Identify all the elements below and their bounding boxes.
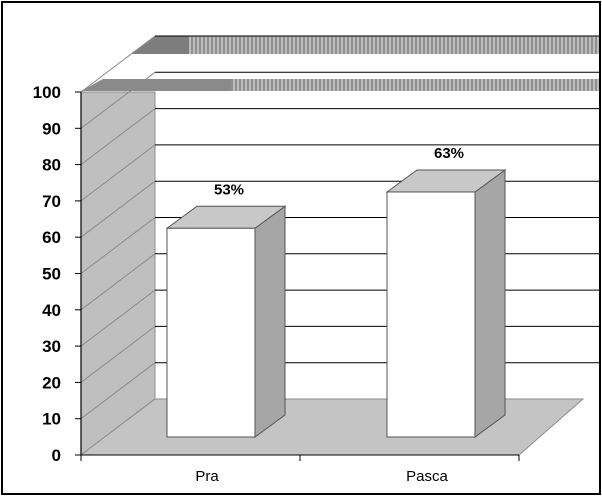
bar-chart: 0 10 20 30 40 50 60 70 80 90 100 53% 63% Pra Pasca xyxy=(33,35,599,485)
y-tick-label: 50 xyxy=(42,265,61,284)
bars: 53% 63% xyxy=(165,145,507,438)
wall-gridline xyxy=(80,253,156,311)
wall-gridline xyxy=(80,289,156,347)
bar-side xyxy=(254,205,286,438)
y-tick-label: 80 xyxy=(42,156,61,175)
y-tick-label: 100 xyxy=(33,83,61,102)
bar xyxy=(166,227,256,438)
y-tick-label: 60 xyxy=(42,228,61,247)
y-tick-label: 70 xyxy=(42,192,61,211)
bar-side xyxy=(474,168,506,438)
ceiling-decoration xyxy=(81,36,599,91)
y-tick-label: 20 xyxy=(42,373,61,392)
y-axis-ticks: 0 10 20 30 40 50 60 70 80 90 100 xyxy=(33,83,81,465)
category-labels: Pra Pasca xyxy=(195,468,448,485)
bar xyxy=(386,191,476,438)
y-tick-label: 40 xyxy=(42,301,61,320)
floor xyxy=(79,398,585,456)
wall-gridline xyxy=(80,180,156,238)
wall-gridline xyxy=(80,144,156,202)
category-label: Pra xyxy=(195,468,219,485)
left-wall xyxy=(80,91,156,457)
y-tick-label: 0 xyxy=(52,446,61,465)
wall-gridline xyxy=(80,71,156,129)
data-label: 63% xyxy=(434,145,464,162)
y-tick-label: 10 xyxy=(42,410,61,429)
wall-gridline xyxy=(80,326,156,383)
category-label: Pasca xyxy=(406,468,448,485)
wall-gridline xyxy=(80,35,156,93)
gridlines xyxy=(80,35,599,420)
y-tick-label: 90 xyxy=(42,119,61,138)
x-axis xyxy=(80,454,520,461)
data-label: 53% xyxy=(214,181,244,198)
y-tick-label: 30 xyxy=(42,337,61,356)
wall-gridline xyxy=(80,362,156,420)
wall-gridline xyxy=(80,217,156,274)
wall-gridline xyxy=(80,108,156,165)
